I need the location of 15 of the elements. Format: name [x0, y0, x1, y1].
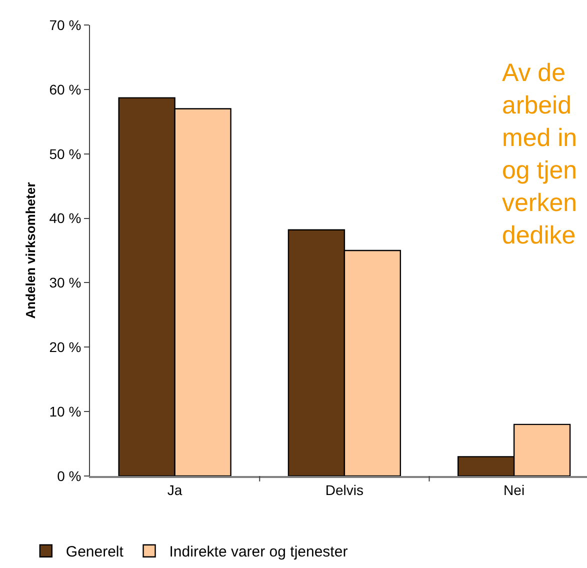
y-axis-title: Andelen virksomheter: [23, 182, 38, 319]
x-tick-label: Delvis: [325, 482, 364, 498]
x-tick-label: Nei: [504, 482, 525, 498]
y-tick-label: 30 %: [49, 274, 82, 291]
y-tick-label: 50 %: [49, 146, 82, 162]
legend-label: Indirekte varer og tjenester: [169, 544, 348, 561]
y-tick-label: 0 %: [57, 468, 82, 484]
y-tick-label: 10 %: [49, 403, 82, 420]
x-tick-label: Ja: [167, 482, 182, 498]
annotation: Av de arbeid med in og tjen verken dedike: [502, 59, 578, 250]
legend-label: Generelt: [66, 544, 124, 561]
y-tick-label: 20 %: [49, 339, 82, 356]
y-tick-label: 40 %: [49, 210, 82, 226]
y-tick-label: 60 %: [49, 81, 82, 98]
y-tick-label: 70 %: [49, 16, 82, 33]
